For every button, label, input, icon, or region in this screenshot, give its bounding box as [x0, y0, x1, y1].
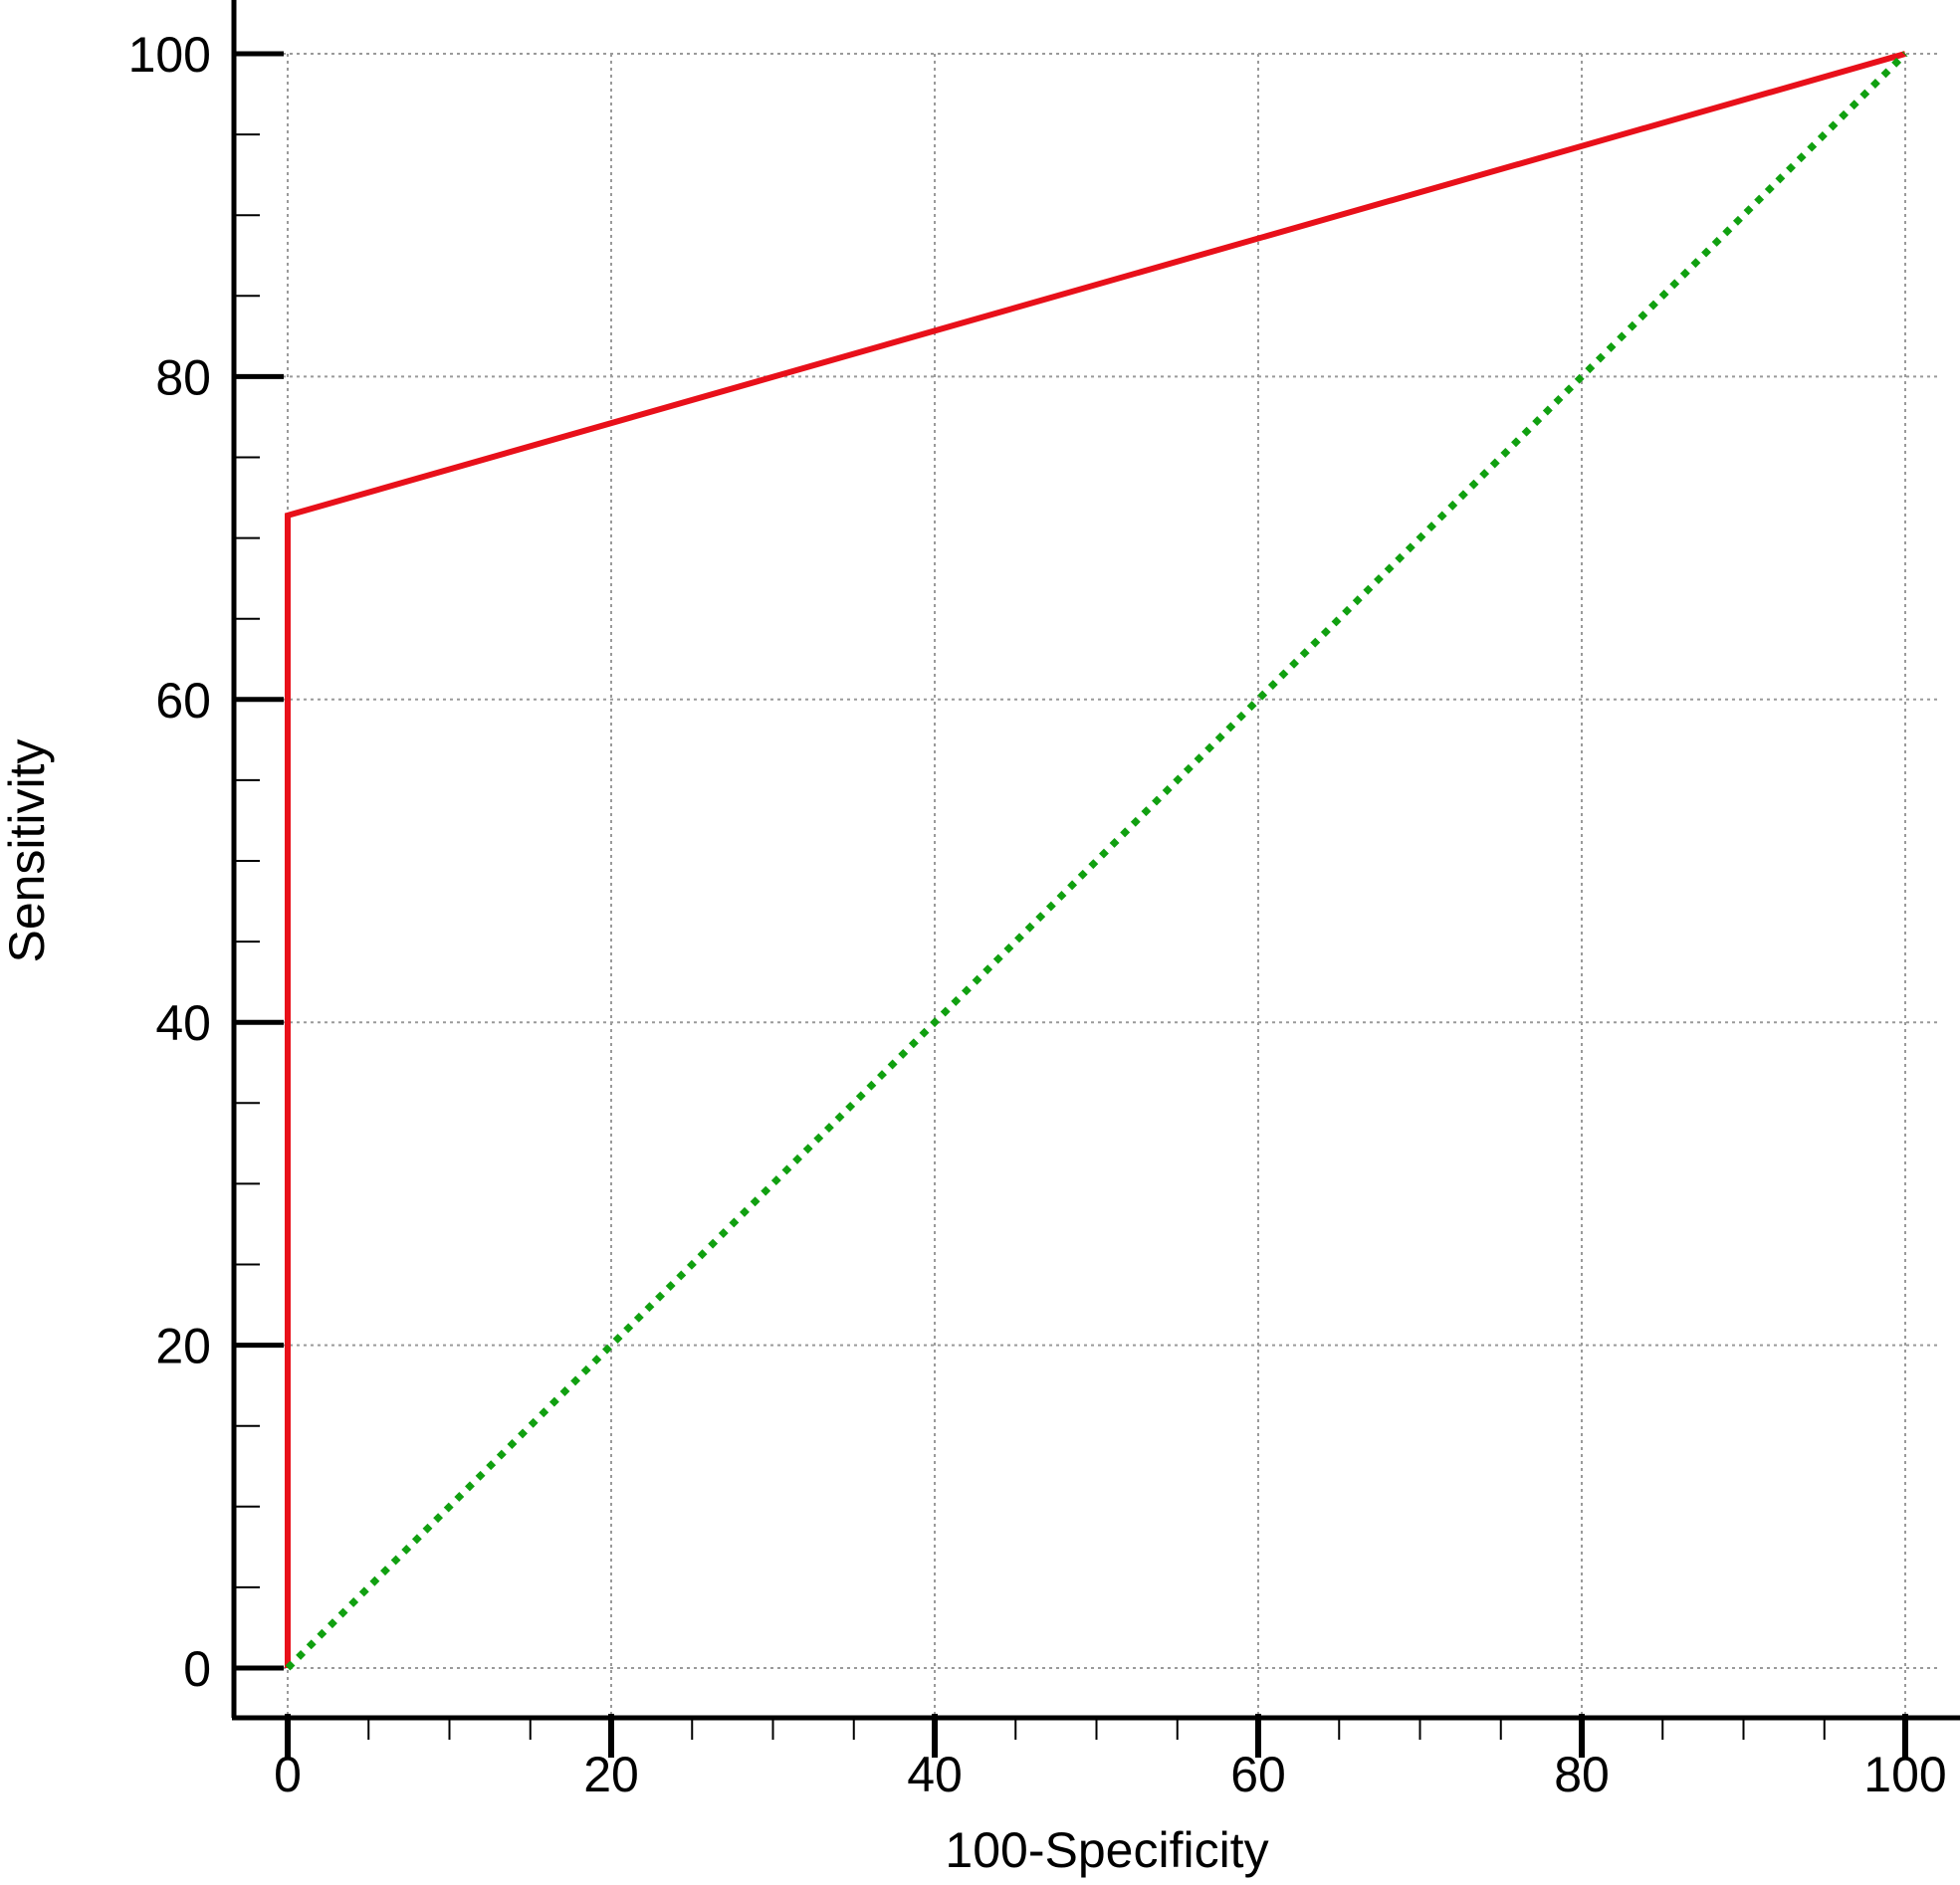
x-tick-label: 80 [1554, 1747, 1610, 1802]
y-tick-label: 80 [155, 349, 211, 405]
x-tick-label: 20 [583, 1747, 639, 1802]
series-lines [285, 51, 1908, 1671]
roc-curve [285, 51, 1906, 1668]
axes [231, 0, 1960, 1721]
x-tick-label: 0 [274, 1747, 302, 1802]
y-tick-label: 60 [155, 673, 211, 729]
y-tick-label: 20 [155, 1319, 211, 1374]
y-tick-label: 40 [155, 995, 211, 1051]
y-tick-label: 100 [128, 27, 211, 83]
reference-line [285, 51, 1908, 1671]
x-axis-title: 100-Specificity [945, 1822, 1268, 1878]
x-tick-label: 60 [1230, 1747, 1286, 1802]
major-ticks [234, 51, 1908, 1758]
grid-lines [234, 53, 1941, 1718]
y-tick-labels: 0 20 40 60 80 100 [128, 27, 211, 1697]
y-tick-label: 0 [183, 1641, 211, 1697]
x-tick-label: 40 [907, 1747, 963, 1802]
x-tick-labels: 0 20 40 60 80 100 [274, 1747, 1947, 1802]
x-tick-label: 100 [1863, 1747, 1946, 1802]
y-axis-title: Sensitivity [0, 738, 55, 962]
